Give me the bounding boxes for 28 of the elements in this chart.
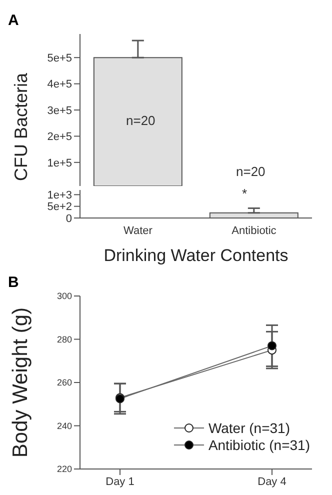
y-tick-label: 1e+3: [47, 190, 72, 202]
y-axis-title: Body Weight (g): [9, 307, 32, 458]
text: n=20: [236, 164, 266, 179]
legend-label: Water (n=31): [208, 420, 290, 436]
y-tick-label: 1e+5: [47, 157, 72, 170]
y-tick-label: 300: [56, 291, 72, 302]
chart-title: B: [8, 274, 19, 291]
legend-label: Antibiotic (n=31): [208, 436, 310, 452]
y-tick-label: 5e+5: [47, 52, 72, 64]
y-tick-label: 5e+2: [47, 201, 72, 214]
y-tick-label: 0: [66, 212, 72, 225]
x-tick-label: Day 4: [258, 476, 286, 488]
x-axis-title: Drinking Water Contents: [102, 246, 290, 266]
point: [268, 341, 276, 350]
chart-title: A: [8, 12, 19, 29]
annotation: *: [242, 186, 248, 201]
x-tick-label: Day 1: [106, 476, 134, 488]
y-tick-label: 3e+5: [47, 104, 72, 117]
x-tick-label: Antibiotic: [232, 224, 277, 237]
y-tick-label: 2e+5: [47, 131, 72, 144]
annotation: n=20: [126, 113, 156, 128]
y-axis-title: CFU Bacteria: [11, 72, 31, 182]
x-tick-label: Water: [124, 224, 153, 237]
y-tick-label: 260: [56, 378, 72, 388]
y-tick-label: 240: [56, 420, 72, 431]
y-tick-label: 220: [56, 464, 72, 474]
y-tick-label: 4e+5: [47, 78, 72, 91]
y-tick-label: 280: [56, 334, 72, 344]
